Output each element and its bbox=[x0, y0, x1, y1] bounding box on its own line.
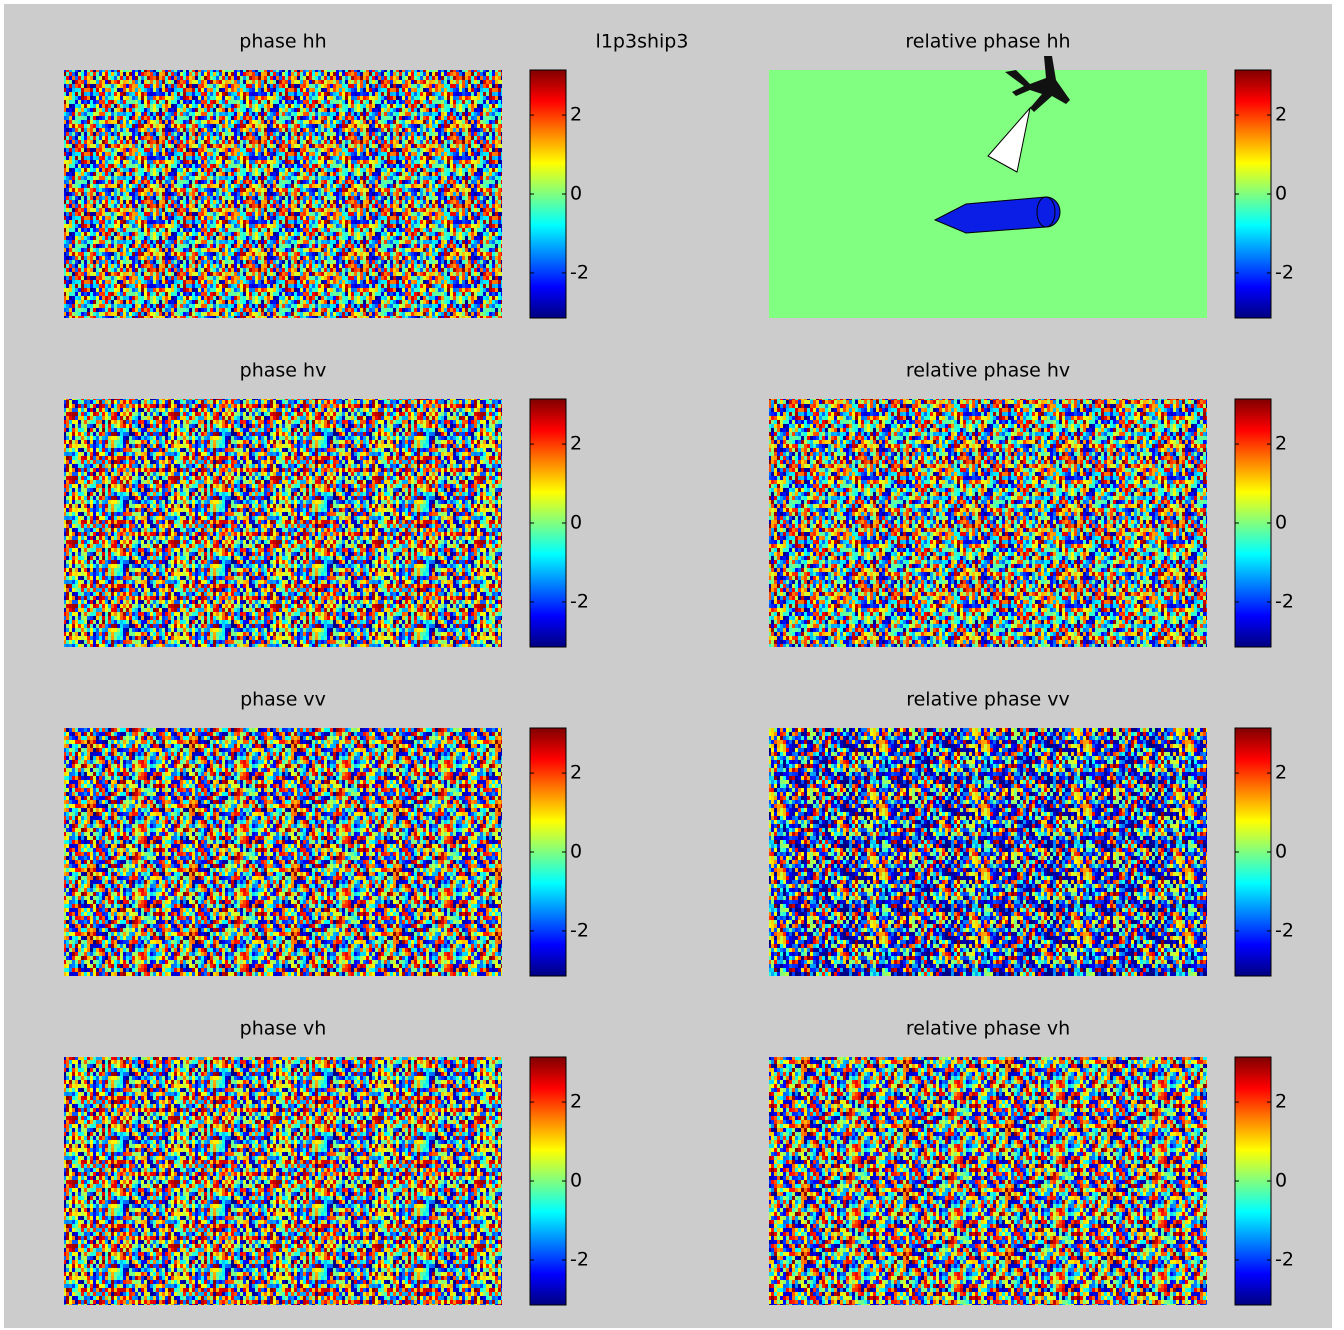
colorbar-tick-label: -2 bbox=[1275, 919, 1294, 941]
colorbar-tick-label: 2 bbox=[1275, 1091, 1287, 1113]
colorbar-tick-label: 2 bbox=[570, 1091, 582, 1113]
panel-title: phase vh bbox=[240, 1018, 327, 1040]
colorbar bbox=[1235, 1057, 1271, 1305]
colorbar-tick-label: 2 bbox=[570, 104, 582, 126]
colorbar bbox=[530, 728, 566, 976]
colorbar-tick-label: 0 bbox=[1275, 183, 1287, 205]
image bbox=[769, 399, 1207, 647]
panel-title: phase hv bbox=[240, 360, 327, 382]
image bbox=[769, 70, 1207, 318]
colorbar-tick-label: 0 bbox=[1275, 512, 1287, 534]
colorbar-tick-label: 2 bbox=[570, 762, 582, 784]
image bbox=[769, 1057, 1207, 1305]
colorbar-tick-label: 0 bbox=[570, 1170, 582, 1192]
image bbox=[64, 728, 502, 976]
colorbar-tick-label: 0 bbox=[1275, 1170, 1287, 1192]
colorbar-tick-label: 0 bbox=[570, 183, 582, 205]
colorbar bbox=[530, 1057, 566, 1305]
figure: l1p3ship3 phase hh -2 0 2 relative phase hh -… bbox=[0, 0, 1344, 1330]
panel-title: relative phase hh bbox=[905, 31, 1070, 53]
colorbar-tick-label: 2 bbox=[1275, 762, 1287, 784]
colorbar-tick-label: -2 bbox=[570, 261, 589, 283]
colorbar-tick-label: -2 bbox=[570, 1248, 589, 1270]
colorbar-tick-label: 2 bbox=[570, 433, 582, 455]
image bbox=[64, 1057, 502, 1305]
colorbar bbox=[1235, 728, 1271, 976]
colorbar-tick-label: -2 bbox=[1275, 261, 1294, 283]
image bbox=[769, 728, 1207, 976]
panel-title: phase hh bbox=[239, 31, 326, 53]
colorbar-tick-label: 0 bbox=[1275, 841, 1287, 863]
image bbox=[64, 70, 502, 318]
panel-title: relative phase vh bbox=[906, 1018, 1070, 1040]
colorbar-tick-label: -2 bbox=[570, 590, 589, 612]
colorbar-tick-label: -2 bbox=[570, 919, 589, 941]
colorbar bbox=[530, 399, 566, 647]
colorbar-tick-label: 2 bbox=[1275, 433, 1287, 455]
figure-title: l1p3ship3 bbox=[596, 31, 689, 53]
colorbar-tick-label: -2 bbox=[1275, 590, 1294, 612]
image bbox=[64, 399, 502, 647]
colorbar-tick-label: -2 bbox=[1275, 1248, 1294, 1270]
panel-title: relative phase hv bbox=[906, 360, 1070, 382]
colorbar bbox=[530, 70, 566, 318]
colorbar-tick-label: 0 bbox=[570, 512, 582, 534]
panel-title: relative phase vv bbox=[906, 689, 1070, 711]
colorbar-tick-label: 2 bbox=[1275, 104, 1287, 126]
colorbar bbox=[1235, 399, 1271, 647]
colorbar bbox=[1235, 70, 1271, 318]
panel-title: phase vv bbox=[240, 689, 326, 711]
colorbar-tick-label: 0 bbox=[570, 841, 582, 863]
